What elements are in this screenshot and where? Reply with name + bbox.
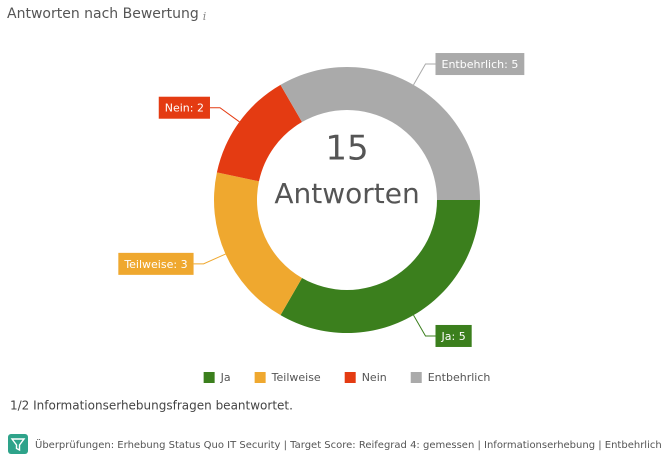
legend-swatch bbox=[344, 372, 356, 383]
leader-line bbox=[209, 107, 240, 123]
filter-text: Überprüfungen: Erhebung Status Quo IT Se… bbox=[35, 438, 662, 451]
filter-glyph bbox=[10, 438, 26, 452]
center-label: Antworten bbox=[274, 177, 419, 210]
legend-label: Nein bbox=[362, 371, 387, 384]
info-icon[interactable]: i bbox=[203, 10, 207, 23]
legend-label: Entbehrlich bbox=[428, 371, 491, 384]
leader-line bbox=[413, 314, 436, 337]
center-total: 15 bbox=[325, 129, 368, 169]
legend-label: Ja bbox=[220, 371, 231, 384]
data-label: Entbehrlich: 5 bbox=[442, 58, 519, 71]
data-label: Ja: 5 bbox=[441, 330, 466, 343]
donut-segment bbox=[214, 172, 302, 316]
leader-line bbox=[193, 253, 226, 265]
data-label-box bbox=[118, 252, 194, 275]
donut-segment bbox=[216, 84, 302, 182]
legend-label: Teilweise bbox=[271, 371, 321, 384]
data-label: Teilweise: 3 bbox=[123, 258, 187, 271]
legend-swatch bbox=[254, 372, 266, 383]
data-label-box bbox=[158, 96, 210, 119]
donut-segment bbox=[280, 67, 480, 200]
progress-text: 1/2 Informationserhebungsfragen beantwor… bbox=[10, 399, 293, 413]
data-label-box bbox=[435, 53, 525, 76]
data-label-box bbox=[435, 324, 472, 347]
donut-segment bbox=[280, 200, 480, 333]
filter-icon[interactable] bbox=[8, 434, 28, 454]
data-label: Nein: 2 bbox=[165, 102, 204, 115]
leader-line bbox=[413, 63, 436, 86]
legend-swatch bbox=[410, 372, 422, 383]
chart-title: Antworten nach Bewertung bbox=[7, 6, 199, 22]
legend-swatch bbox=[203, 372, 215, 383]
